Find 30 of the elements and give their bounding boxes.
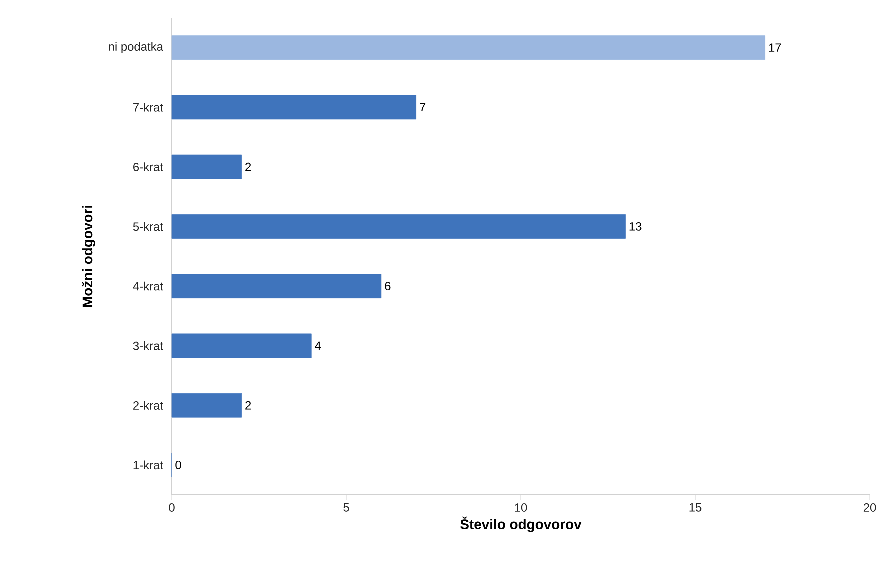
bar xyxy=(172,274,382,299)
y-tick-label: 7-krat xyxy=(134,103,164,112)
y-tick-label: 1-krat xyxy=(134,460,164,470)
y-tick-label: 6-krat xyxy=(134,162,164,172)
bar xyxy=(172,36,766,60)
x-axis-title: Število odgovorov xyxy=(460,516,582,532)
y-tick-label: 2-krat xyxy=(134,401,164,410)
x-tick-label: 0 xyxy=(169,504,175,512)
data-label: 13 xyxy=(630,222,642,231)
y-axis-title: Možni odgovori xyxy=(82,206,96,308)
bar xyxy=(172,95,417,120)
bar xyxy=(172,334,312,358)
data-label: 0 xyxy=(176,460,182,470)
data-label: 2 xyxy=(246,401,252,410)
x-tick-label: 10 xyxy=(515,504,528,512)
y-tick-label: 5-krat xyxy=(133,222,164,232)
y-tick-label: ni podatka xyxy=(109,42,164,54)
x-tick-label: 15 xyxy=(690,504,702,512)
data-label: 4 xyxy=(315,342,322,350)
bar xyxy=(172,154,242,180)
data-label: 17 xyxy=(769,44,782,52)
bar xyxy=(172,214,626,239)
data-label: 6 xyxy=(385,282,391,291)
y-tick-label: 3-krat xyxy=(133,342,164,350)
bar xyxy=(172,393,242,418)
x-tick-label: 5 xyxy=(344,504,350,512)
data-label: 2 xyxy=(246,162,252,172)
x-tick-label: 20 xyxy=(864,504,876,512)
data-label: 7 xyxy=(420,103,426,112)
y-tick-label: 4-krat xyxy=(133,282,164,291)
